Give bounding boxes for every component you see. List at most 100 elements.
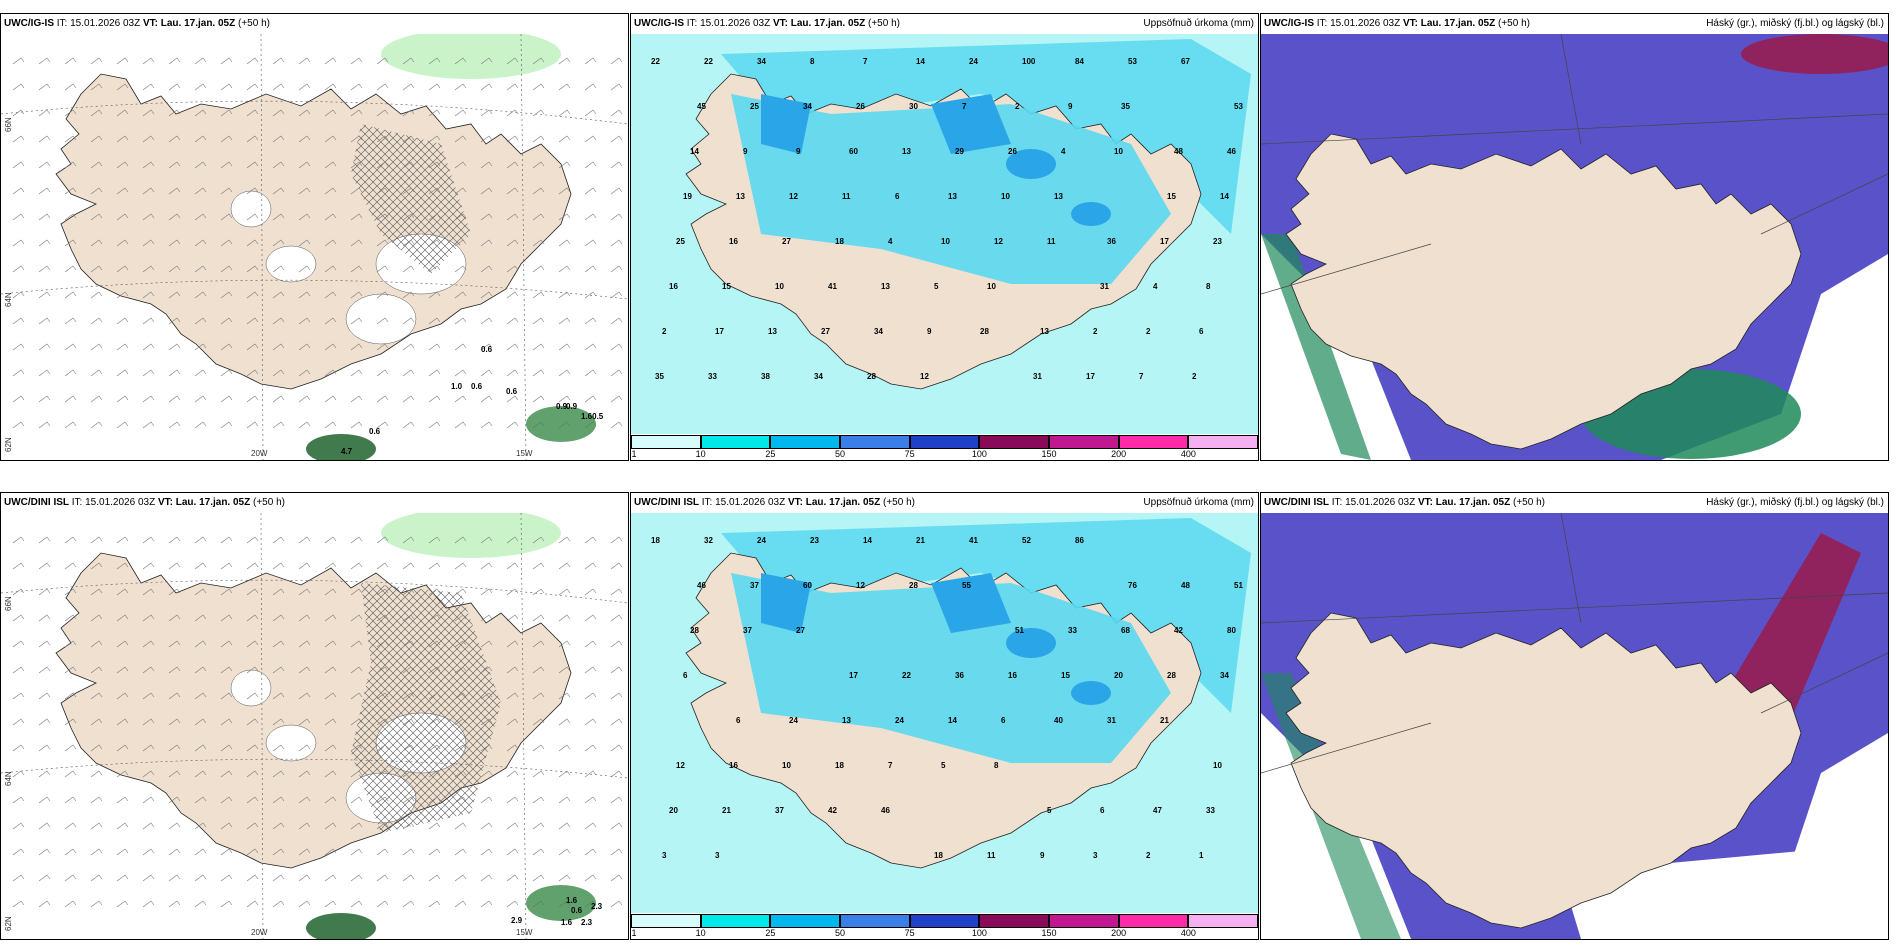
wind-barb xyxy=(246,900,259,908)
wind-barb xyxy=(428,796,441,804)
wind-barb xyxy=(298,796,311,804)
wind-barb xyxy=(12,239,25,247)
wind-barb xyxy=(480,666,493,674)
wind-barb xyxy=(116,848,129,856)
wind-barb xyxy=(428,421,441,429)
wind-barb xyxy=(142,796,155,804)
wind-barb xyxy=(506,317,519,325)
wind-barb xyxy=(12,109,25,117)
wind-barb xyxy=(194,421,207,429)
wind-barb xyxy=(480,83,493,91)
wind-barb xyxy=(194,57,207,65)
wind-barb xyxy=(168,395,181,403)
wind-barb xyxy=(454,83,467,91)
wind-barb xyxy=(480,718,493,726)
wind-barb xyxy=(480,770,493,778)
wind-barb xyxy=(376,770,389,778)
wind-barb xyxy=(480,343,493,351)
wind-barb xyxy=(168,343,181,351)
wind-barb xyxy=(584,369,597,377)
wind-barb xyxy=(480,57,493,65)
wind-barb xyxy=(532,536,545,544)
wind-barb xyxy=(64,83,77,91)
wind-barb xyxy=(116,640,129,648)
wind-barb xyxy=(506,83,519,91)
wind-barb xyxy=(272,770,285,778)
wind-barb xyxy=(376,900,389,908)
precip-value: 42 xyxy=(1174,626,1183,635)
wind-barb xyxy=(142,666,155,674)
wind-barb xyxy=(272,317,285,325)
wind-barb xyxy=(454,666,467,674)
wind-barb xyxy=(350,900,363,908)
wind-barb xyxy=(454,265,467,273)
precip-value: 9 xyxy=(743,147,748,156)
wind-barb xyxy=(220,369,233,377)
colorbar-swatch xyxy=(1188,914,1258,928)
wind-barb xyxy=(558,57,571,65)
wind-barb xyxy=(90,395,103,403)
wind-barb xyxy=(64,718,77,726)
wind-barb xyxy=(272,83,285,91)
wind-barb xyxy=(246,796,259,804)
wind-barb xyxy=(402,744,415,752)
wind-barb xyxy=(506,744,519,752)
wind-barb xyxy=(246,822,259,830)
wind-barb xyxy=(64,421,77,429)
wind-barb xyxy=(64,692,77,700)
wind-barb xyxy=(506,640,519,648)
wind-barb xyxy=(246,135,259,143)
precip-value: 0.6 xyxy=(369,427,381,436)
wind-barb xyxy=(168,239,181,247)
wind-barb xyxy=(350,395,363,403)
colorbar-swatch xyxy=(840,435,910,449)
panel-header: UWC/IG-IS IT: 15.01.2026 03Z VT: Lau. 17… xyxy=(631,14,1258,34)
wind-barb xyxy=(350,213,363,221)
wind-barb xyxy=(324,421,337,429)
wind-barb xyxy=(298,213,311,221)
precip-value: 31 xyxy=(1107,716,1116,725)
wind-barb xyxy=(220,239,233,247)
colorbar-label: 25 xyxy=(765,449,776,459)
wind-barb xyxy=(324,239,337,247)
wind-barb xyxy=(584,213,597,221)
wind-barb xyxy=(376,57,389,65)
wind-barb xyxy=(142,770,155,778)
wind-barb xyxy=(116,536,129,544)
precip-value: 46 xyxy=(697,581,706,590)
wind-barb xyxy=(376,796,389,804)
wind-barb xyxy=(428,343,441,351)
wind-barb xyxy=(298,536,311,544)
wind-barb xyxy=(116,109,129,117)
wind-barb xyxy=(584,718,597,726)
wind-barb xyxy=(272,135,285,143)
precip-value: 47 xyxy=(1153,806,1162,815)
wind-barb xyxy=(506,421,519,429)
wind-barb xyxy=(168,874,181,882)
precip-value: 24 xyxy=(789,716,798,725)
wind-barb xyxy=(532,874,545,882)
wind-barb xyxy=(220,848,233,856)
precip-value: 53 xyxy=(1234,102,1243,111)
wind-barb xyxy=(350,692,363,700)
wind-barb xyxy=(350,83,363,91)
wind-barb xyxy=(116,265,129,273)
wind-barb xyxy=(220,640,233,648)
precip-value: 16 xyxy=(729,761,738,770)
wind-barb xyxy=(64,317,77,325)
wind-barb xyxy=(272,718,285,726)
wind-barb xyxy=(90,187,103,195)
wind-barb xyxy=(480,317,493,325)
colorbar-label: 100 xyxy=(971,928,987,938)
wind-barb xyxy=(506,796,519,804)
precip-value: 13 xyxy=(902,147,911,156)
wind-barb xyxy=(350,744,363,752)
wind-barb xyxy=(116,718,129,726)
wind-barb xyxy=(558,588,571,596)
wind-barb xyxy=(220,265,233,273)
wind-barb xyxy=(90,317,103,325)
precip-value: 84 xyxy=(1075,57,1084,66)
wind-barb xyxy=(428,369,441,377)
wind-barb xyxy=(402,83,415,91)
precip-value: 12 xyxy=(920,372,929,381)
